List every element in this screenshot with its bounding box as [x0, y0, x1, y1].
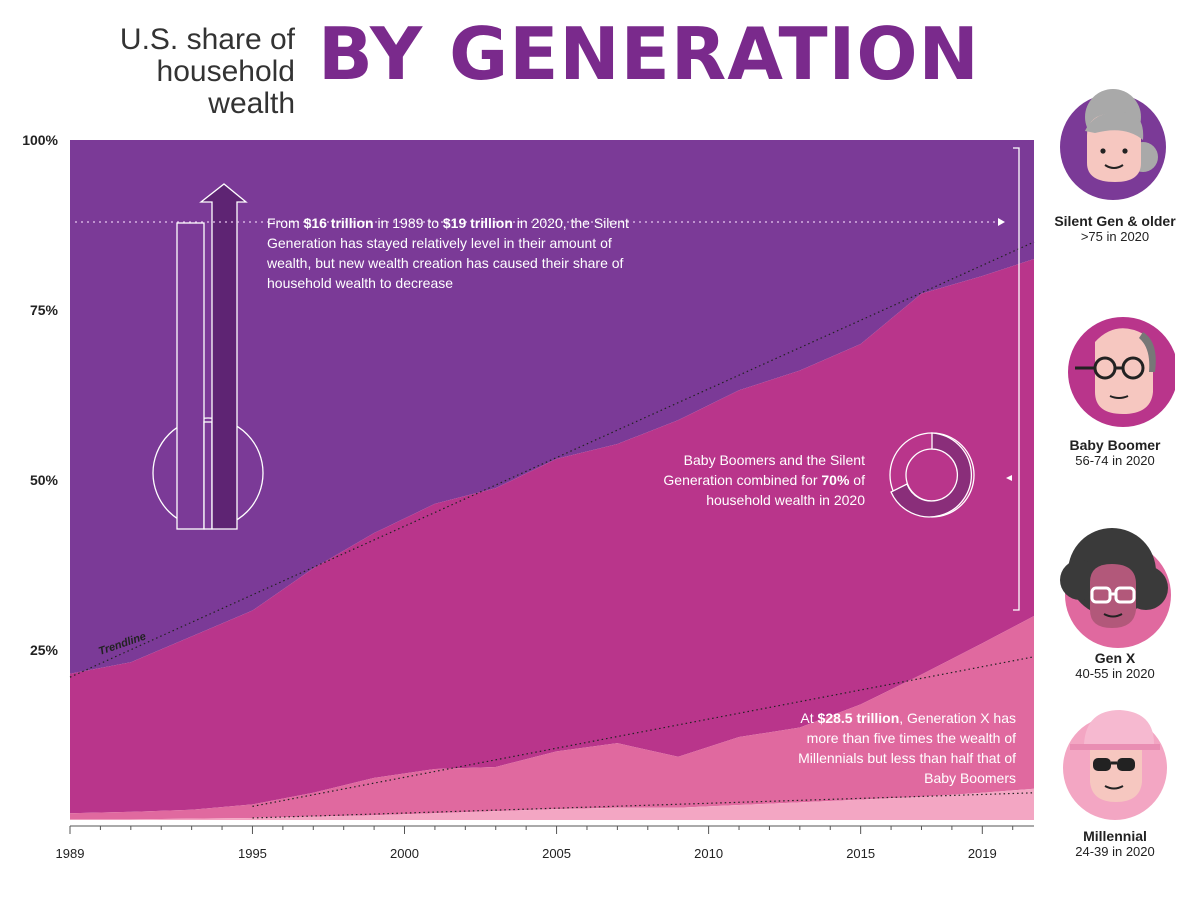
legend-silent-gen-name: Silent Gen & older [1054, 213, 1176, 229]
silent-gen-note: From $16 trillion in 1989 to $19 trillio… [267, 215, 629, 291]
y-tick-label: 25% [30, 642, 59, 658]
legend-baby-boomer-age: 56-74 in 2020 [1075, 453, 1155, 468]
gen-x-avatar-icon [1060, 528, 1171, 648]
y-tick-label: 75% [30, 302, 59, 318]
legend-gen-x: Gen X 40-55 in 2020 [1040, 520, 1190, 681]
wealth-level-graphic [152, 183, 264, 530]
legend-gen-x-name: Gen X [1094, 650, 1136, 666]
trendline-0 [69, 241, 1035, 678]
x-tick-label: 2005 [542, 846, 571, 861]
combined-share-note: Baby Boomers and the Silent Generation c… [663, 452, 865, 508]
legend-silent-gen: Silent Gen & older >75 in 2020 [1040, 85, 1190, 244]
legend-baby-boomer-name: Baby Boomer [1069, 437, 1161, 453]
x-axis: 1989 1995 2000 2005 2010 2015 2019 [56, 825, 1034, 861]
x-tick-label: 2015 [846, 846, 875, 861]
gen-x-note: At $28.5 trillion, Generation X has more… [798, 710, 1016, 786]
area-millennial [70, 788, 1034, 820]
stacked-area-chart: 100% 75% 50% 25% 1989 1995 2000 2005 2010 2015 20… [22, 132, 1035, 861]
legend-gen-x-age: 40-55 in 2020 [1075, 666, 1155, 681]
legend-baby-boomer: Baby Boomer 56-74 in 2020 [1040, 312, 1190, 468]
x-tick-label: 1995 [238, 846, 267, 861]
y-tick-label: 100% [22, 132, 58, 148]
right-bracket [1013, 147, 1020, 611]
silent-pointer-arrow-icon [998, 218, 1005, 226]
x-tick-label: 2000 [390, 846, 419, 861]
trendline-layer [69, 241, 1035, 819]
area-layer [70, 140, 1034, 820]
x-tick-label: 2010 [694, 846, 723, 861]
header: U.S. share of household wealth BY GENERA… [0, 0, 1197, 120]
millennial-avatar-icon [1063, 710, 1167, 820]
bracket-arrow-icon [1006, 475, 1012, 481]
legend-millennial-age: 24-39 in 2020 [1075, 844, 1155, 859]
silent-gen-avatar-icon [1060, 89, 1166, 200]
x-tick-label: 1989 [56, 846, 85, 861]
x-tick-label: 2019 [968, 846, 997, 861]
y-axis: 100% 75% 50% 25% [22, 132, 58, 658]
legend-silent-gen-age: >75 in 2020 [1080, 229, 1150, 244]
area-baby-boomer [70, 259, 1034, 814]
area-silent-gen-older [70, 140, 1034, 674]
chart-subtitle: U.S. share of household wealth [119, 23, 295, 120]
chart-title: BY GENERATION [318, 12, 980, 96]
combined-share-donut-icon [889, 432, 975, 518]
baby-boomer-avatar-icon [1068, 317, 1175, 427]
legend-millennial: Millennial 24-39 in 2020 [1040, 700, 1190, 859]
area-gen-x [70, 616, 1034, 820]
legend-millennial-name: Millennial [1083, 828, 1147, 844]
y-tick-label: 50% [30, 472, 59, 488]
